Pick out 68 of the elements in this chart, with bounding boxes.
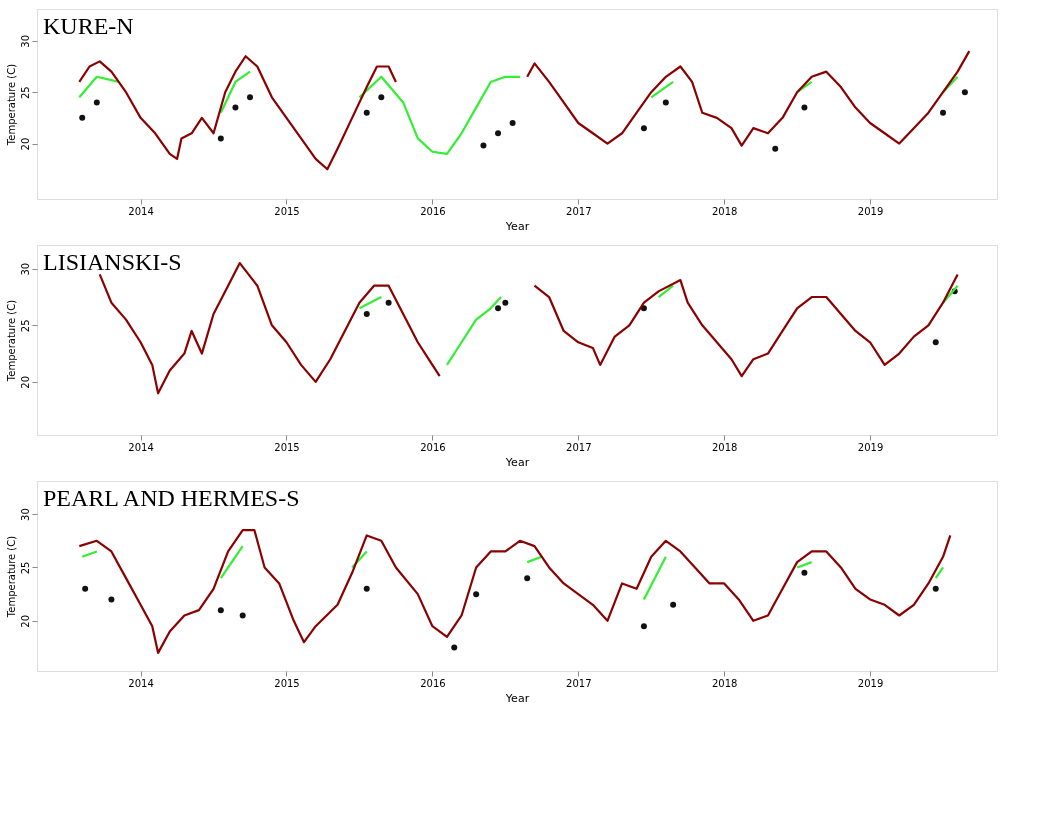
x-tick-label: 2014 [128,205,154,217]
point [82,585,89,592]
y-axis-title: Temperature (C) [5,299,17,383]
point [640,623,647,630]
x-tick-label: 2018 [711,205,738,217]
point [93,99,100,106]
x-axis-title: Year [504,455,530,469]
y-tick-label: 30 [19,262,31,276]
y-tick-label: 25 [19,86,31,100]
line-series [78,529,952,654]
y-axis-title: Temperature (C) [5,535,17,619]
point [473,591,480,598]
x-tick-label: 2015 [274,205,300,217]
point [509,120,516,126]
y-tick-label: 30 [19,508,31,521]
y-tick-label: 20 [19,137,31,151]
point [378,94,385,101]
point [940,109,947,116]
point [108,596,115,603]
x-tick-label: 2014 [128,677,154,689]
x-tick-label: 2017 [566,677,592,689]
point [961,89,968,96]
point [385,299,392,306]
x-axis-title: Year [504,691,530,705]
x-tick-label: 2019 [857,677,884,689]
point [801,104,808,111]
point [363,310,370,317]
x-tick-label: 2015 [274,441,300,453]
chart-title: LISIANSKI-S [43,249,182,275]
point [772,145,779,152]
point [480,142,487,149]
x-tick-label: 2014 [128,441,154,453]
point [502,299,509,306]
point [363,109,370,116]
y-tick-label: 30 [19,34,31,48]
point [932,339,939,346]
y-axis-title: Temperature (C) [5,63,17,147]
x-tick-label: 2018 [711,677,738,689]
y-tick-label: 20 [19,375,31,389]
x-tick-label: 2017 [566,205,592,217]
point [932,585,939,592]
y-tick-label: 20 [19,614,31,628]
point [640,305,647,312]
point [640,125,647,132]
point [670,601,677,608]
x-tick-label: 2016 [420,677,446,689]
chart-title: KURE-N [43,13,134,39]
y-tick-label: 25 [19,561,31,575]
point [524,575,531,582]
x-tick-label: 2019 [857,441,884,453]
point [239,612,246,619]
y-tick-label: 25 [19,319,31,333]
point [801,569,808,576]
x-tick-label: 2019 [857,205,884,217]
x-axis-title: Year [504,219,530,233]
point [662,99,669,106]
x-tick-label: 2015 [274,677,300,689]
point [217,607,224,614]
x-tick-label: 2018 [711,441,738,453]
chart-title: PEARL AND HERMES-S [43,485,300,511]
x-tick-label: 2016 [420,205,446,217]
x-tick-label: 2017 [566,441,592,453]
point [495,130,502,137]
point [217,135,224,142]
x-tick-label: 2016 [420,441,446,453]
point [79,114,86,121]
point [363,585,370,592]
point [451,644,458,651]
